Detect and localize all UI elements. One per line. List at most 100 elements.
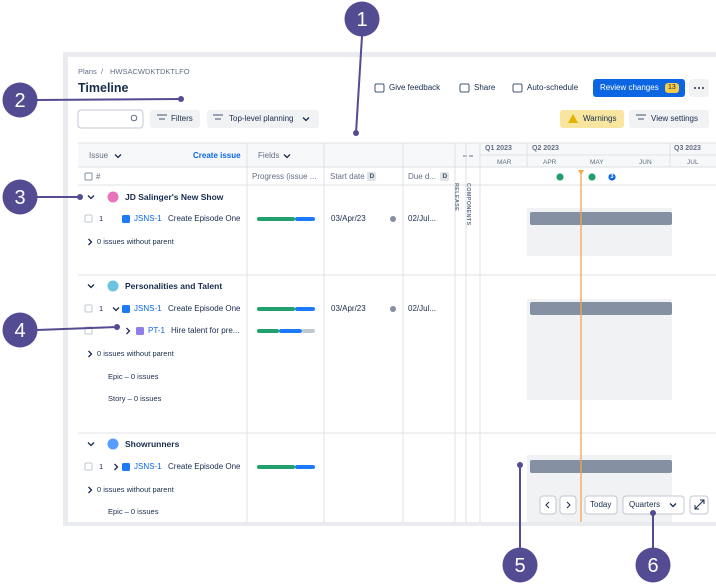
month-label: MAY: [590, 159, 604, 166]
action-button[interactable]: Share: [474, 83, 496, 92]
timeline-bar[interactable]: [530, 460, 672, 473]
progress-doing: [295, 465, 315, 469]
date-badge-label: D: [442, 173, 448, 180]
panel: [68, 57, 716, 522]
group-note[interactable]: Story – 0 issues: [108, 394, 162, 403]
release-marker: [588, 173, 596, 181]
progress-doing: [295, 307, 315, 311]
issue-key[interactable]: JSNS-1: [134, 462, 162, 471]
review-button[interactable]: [593, 79, 685, 97]
today-button[interactable]: Today: [590, 500, 612, 509]
row-number: 1: [99, 214, 104, 223]
date-icon: [390, 216, 396, 222]
progress-todo: [302, 329, 315, 333]
chevron: [545, 501, 550, 509]
planning-button[interactable]: [207, 110, 319, 128]
chevron[interactable]: [669, 503, 677, 508]
callout-leader: [36, 98, 182, 101]
month-label: APR: [543, 159, 557, 166]
timeline-control[interactable]: [559, 495, 577, 515]
action-icon[interactable]: [512, 83, 523, 93]
group-name[interactable]: JD Salinger's New Show: [125, 192, 224, 202]
timeline-control[interactable]: [539, 495, 557, 515]
callout-badge: [635, 547, 671, 583]
planning-label[interactable]: Top-level planning: [229, 114, 294, 123]
today-marker: [578, 170, 584, 175]
column-header: Progress (issue ...: [252, 172, 317, 181]
group-note[interactable]: Epic – 0 issues: [108, 372, 159, 381]
chevron[interactable]: [87, 284, 95, 289]
group-note[interactable]: Epic – 0 issues: [108, 507, 159, 516]
chevron[interactable]: [87, 195, 95, 200]
review-label[interactable]: Review changes: [600, 83, 659, 92]
issue-summary[interactable]: Hire talent for pre...: [171, 326, 240, 335]
timeline-bar[interactable]: [530, 302, 672, 315]
breadcrumb-project[interactable]: HWSACWDKTDKTLFO: [110, 67, 190, 76]
chevron[interactable]: [114, 463, 119, 471]
chevron[interactable]: [126, 327, 131, 335]
filters-label[interactable]: Filters: [171, 114, 193, 123]
column-header[interactable]: Fields: [258, 151, 280, 160]
release-marker: [608, 173, 616, 181]
chevron[interactable]: [283, 154, 291, 159]
month-label: JUL: [687, 159, 699, 166]
group-avatar: [107, 191, 119, 203]
search-box[interactable]: [77, 109, 144, 129]
date-badge: [440, 172, 449, 181]
view-settings-button[interactable]: [629, 110, 709, 128]
chevron[interactable]: [302, 117, 310, 122]
issue-key[interactable]: PT-1: [148, 326, 165, 335]
scale-button[interactable]: Quarters: [629, 500, 661, 509]
quarter-label: Q2 2023: [532, 145, 559, 152]
issue-summary[interactable]: Create Episode One: [168, 214, 241, 223]
view-settings-label[interactable]: View settings: [651, 114, 698, 123]
callout-badge: [2, 179, 38, 215]
progress-done: [257, 217, 295, 221]
issue-key[interactable]: JSNS-1: [134, 304, 162, 313]
issue-summary[interactable]: Create Episode One: [168, 304, 241, 313]
chevron[interactable]: [88, 486, 93, 494]
breadcrumb-link[interactable]: Plans: [78, 67, 97, 76]
action-button[interactable]: Give feedback: [389, 83, 441, 92]
date-badge: [367, 172, 376, 181]
callout-number: 4: [14, 320, 25, 342]
callout-number: 1: [356, 9, 367, 31]
create-issue[interactable]: Create issue: [193, 151, 241, 160]
column-header: #: [96, 172, 101, 181]
group-note[interactable]: 0 issues without parent: [97, 237, 174, 246]
group-avatar: [107, 280, 119, 292]
action-icon[interactable]: [374, 83, 385, 93]
review-badge: [665, 83, 679, 93]
more-dot: [701, 86, 705, 90]
warnings-label[interactable]: Warnings: [583, 114, 617, 123]
chevron: [566, 501, 571, 509]
callout-dot: [114, 324, 120, 330]
callout-dot: [650, 510, 656, 516]
chevron[interactable]: [114, 154, 122, 159]
action-icon[interactable]: [459, 83, 470, 93]
group-note[interactable]: 0 issues without parent: [97, 485, 174, 494]
checkbox[interactable]: [84, 172, 93, 181]
chevron[interactable]: [87, 442, 95, 447]
issue-summary[interactable]: Create Episode One: [168, 462, 241, 471]
group-name[interactable]: Showrunners: [125, 439, 180, 449]
checkbox[interactable]: [84, 304, 93, 313]
action-button[interactable]: Auto-schedule: [527, 83, 579, 92]
callout-dot: [353, 130, 359, 136]
issue-key[interactable]: JSNS-1: [134, 214, 162, 223]
checkbox[interactable]: [84, 214, 93, 223]
chevron[interactable]: [112, 307, 120, 312]
chevron[interactable]: [88, 238, 93, 246]
warnings-button[interactable]: [560, 110, 624, 128]
checkbox[interactable]: [84, 462, 93, 471]
timeline-control[interactable]: [584, 495, 618, 515]
more-dot: [697, 86, 701, 90]
column-header[interactable]: Issue: [89, 151, 109, 160]
group-note[interactable]: 0 issues without parent: [97, 349, 174, 358]
quarter-label: Q1 2023: [485, 145, 512, 152]
group-name[interactable]: Personalities and Talent: [125, 281, 223, 291]
timeline-bar[interactable]: [530, 212, 672, 225]
chevron[interactable]: [88, 350, 93, 358]
date-icon: [390, 306, 396, 312]
